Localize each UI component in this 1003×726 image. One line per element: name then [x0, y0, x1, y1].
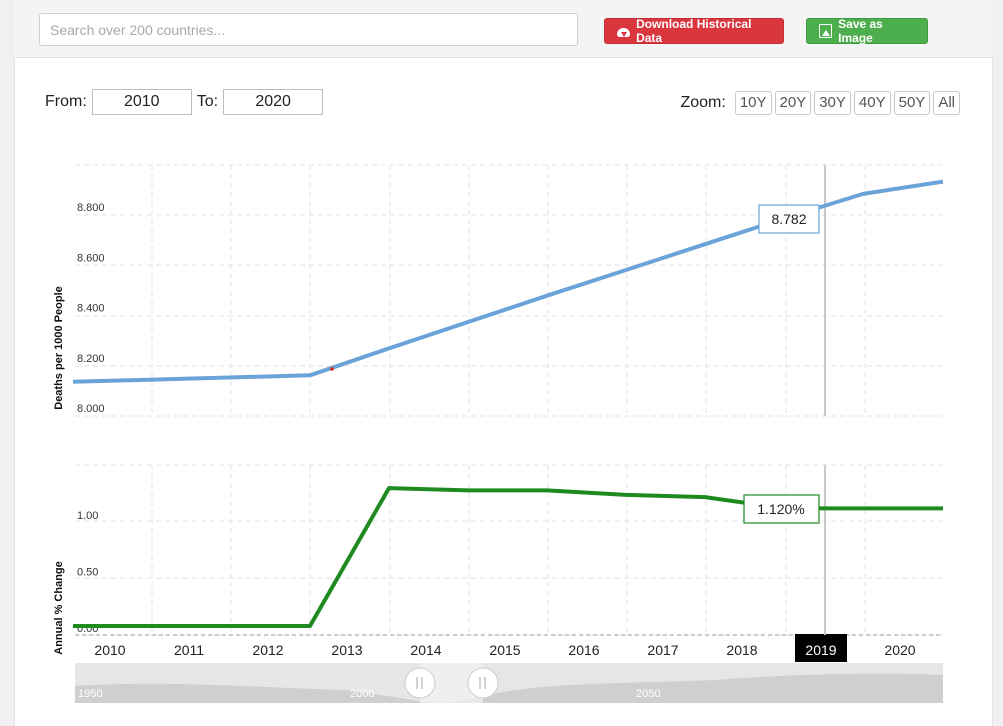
top-toolbar: Download Historical Data Save as Image: [14, 0, 993, 58]
zoom-all-button[interactable]: All: [933, 91, 960, 115]
navigator-label-1950: 1950: [78, 688, 102, 700]
x-tick-label: 2010: [94, 642, 125, 658]
red-dot-marker: [330, 367, 334, 371]
from-label: From:: [45, 93, 87, 110]
chart2-ylabel: Annual % Change: [53, 561, 65, 655]
zoom-30y-button[interactable]: 30Y: [814, 91, 851, 115]
image-icon: [819, 24, 833, 38]
to-label: To:: [196, 93, 219, 110]
navigator-right-handle[interactable]: [467, 667, 499, 699]
x-tick-label: 2020: [884, 642, 915, 658]
navigator-label-2000: 2000: [350, 688, 374, 700]
save-label: Save as Image: [838, 17, 883, 45]
tooltip-change: 1.120%: [743, 494, 820, 524]
zoom-50y-button[interactable]: 50Y: [893, 91, 931, 115]
tooltip-deaths: 8.782: [758, 204, 820, 234]
download-historical-data-button[interactable]: Download Historical Data: [604, 17, 784, 45]
save-as-image-button[interactable]: Save as Image: [806, 17, 928, 45]
x-tick-label: 2014: [410, 642, 441, 658]
y-tick-label: 1.00: [77, 510, 98, 522]
date-range: From: 2010 To: 2020: [45, 89, 328, 115]
x-tick-highlight: [795, 634, 847, 662]
tooltip-deaths-value: 8.782: [771, 211, 806, 227]
navigator-series-area: [75, 673, 943, 704]
chart1-ylabel: Deaths per 1000 People: [53, 286, 65, 410]
tooltip-change-value: 1.120%: [757, 501, 804, 517]
cloud-download-icon: [617, 27, 631, 37]
chart-card: From: 2010 To: 2020 Zoom: 10Y 20Y 30Y 40…: [14, 58, 993, 726]
series-line-deaths: [72, 179, 944, 384]
x-tick-label: 2018: [726, 642, 757, 658]
zoom-20y-button[interactable]: 20Y: [774, 91, 812, 115]
y-tick-label: 8.600: [77, 252, 105, 264]
y-tick-label: 8.200: [77, 353, 105, 365]
navigator-left-handle[interactable]: [404, 667, 436, 699]
from-input[interactable]: 2010: [91, 89, 192, 115]
x-tick-label: 2019: [805, 642, 836, 658]
series-line-change: [73, 486, 943, 628]
y-tick-label: 8.000: [77, 403, 105, 415]
x-tick-label: 2011: [174, 642, 204, 658]
x-tick-label: 2016: [568, 642, 599, 658]
search-input[interactable]: [39, 13, 578, 46]
x-tick-label: 2013: [331, 642, 362, 658]
x-tick-label: 2017: [647, 642, 678, 658]
download-label: Download Historical Data: [636, 17, 752, 45]
zoom-10y-button[interactable]: 10Y: [734, 91, 772, 115]
zoom-40y-button[interactable]: 40Y: [853, 91, 891, 115]
zoom-label: Zoom:: [680, 94, 726, 111]
y-tick-label: 8.800: [77, 202, 105, 214]
zoom-controls: Zoom: 10Y 20Y 30Y 40Y 50Y All: [680, 91, 960, 115]
x-tick-label: 2012: [252, 642, 283, 658]
grid: [75, 164, 943, 636]
navigator-label-2050: 2050: [636, 688, 660, 700]
y-tick-label: 8.400: [77, 303, 105, 315]
chart-area[interactable]: 1950 2000 2050 Deaths per 1000 People An…: [15, 58, 994, 726]
to-input[interactable]: 2020: [223, 89, 324, 115]
y-tick-label: 0.50: [77, 567, 98, 579]
x-tick-label: 2015: [489, 642, 520, 658]
